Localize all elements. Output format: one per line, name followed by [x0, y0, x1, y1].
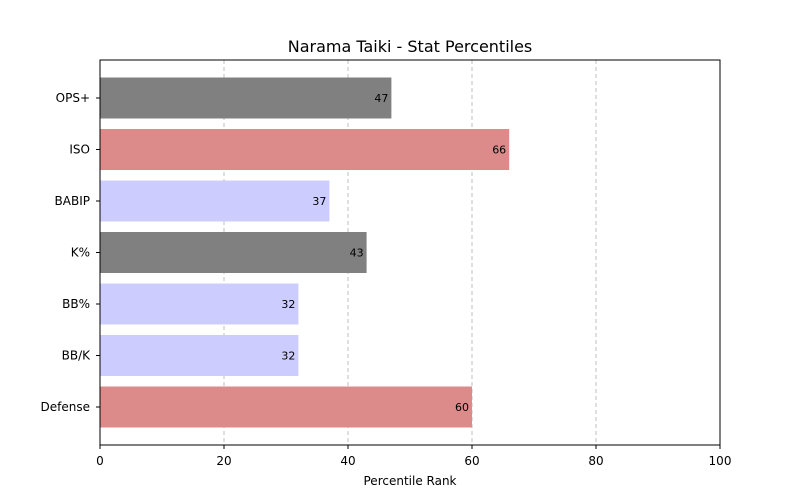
category-label: K% [71, 246, 90, 260]
bar-value-label: 66 [492, 144, 506, 157]
x-tick-label: 60 [464, 454, 479, 468]
x-tick-label: 20 [216, 454, 231, 468]
bar [100, 77, 392, 119]
category-label: ISO [69, 143, 90, 157]
bar-value-label: 32 [281, 350, 295, 363]
category-label: OPS+ [56, 91, 90, 105]
category-label: BB% [62, 297, 90, 311]
bar-value-label: 47 [374, 92, 388, 105]
bar-value-label: 32 [281, 298, 295, 311]
bar [100, 129, 510, 170]
bar [100, 335, 299, 376]
bars [100, 77, 510, 428]
chart-title: Narama Taiki - Stat Percentiles [288, 37, 533, 56]
bar-value-label: 43 [350, 247, 364, 260]
data-labels: 47 66 37 43 32 32 60 [281, 92, 506, 414]
bar [100, 283, 299, 325]
bar [100, 386, 472, 428]
bar-value-label: 37 [312, 195, 326, 208]
category-label: BABIP [55, 194, 90, 208]
x-axis-label: Percentile Rank [364, 474, 457, 488]
bar [100, 180, 330, 222]
x-tick-label: 100 [709, 454, 732, 468]
x-tick-label: 40 [340, 454, 355, 468]
x-axis-ticks: 0 20 40 60 80 100 [96, 445, 731, 468]
category-label: BB/K [62, 349, 92, 363]
x-tick-label: 80 [588, 454, 603, 468]
y-axis-ticks: OPS+ ISO BABIP K% BB% BB/K Defense [41, 91, 100, 414]
bar [100, 232, 367, 273]
bar-value-label: 60 [455, 401, 469, 414]
category-label: Defense [41, 400, 90, 414]
x-tick-label: 0 [96, 454, 104, 468]
